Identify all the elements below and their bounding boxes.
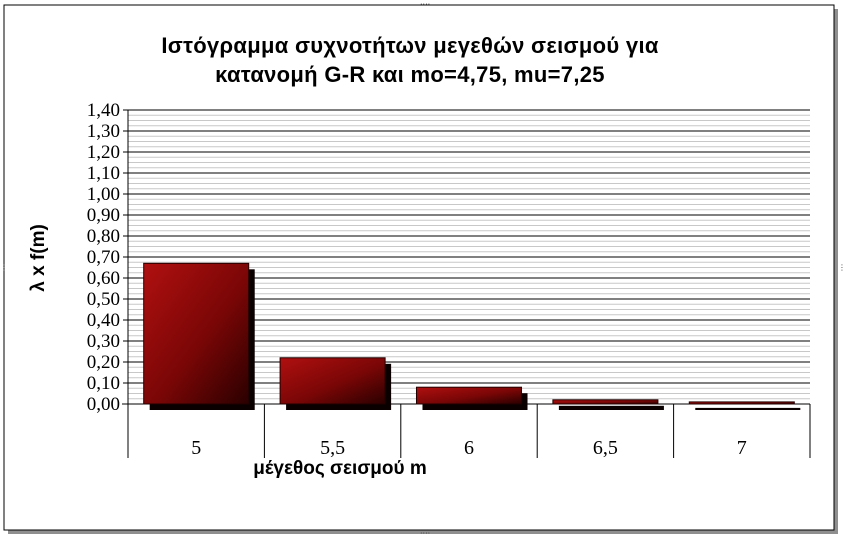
bar-face bbox=[552, 399, 659, 405]
bar-depth bbox=[558, 405, 664, 410]
y-tick-label: 0,20 bbox=[87, 352, 120, 373]
bar bbox=[279, 357, 392, 410]
y-tick-label: 0,00 bbox=[87, 394, 120, 415]
y-tick-label: 1,40 bbox=[87, 100, 120, 121]
chart-title-line-1: Ιστόγραμμα συχνοτήτων μεγεθών σεισμού γι… bbox=[161, 33, 659, 58]
y-tick-label: 0,10 bbox=[87, 373, 120, 394]
y-tick-label: 1,10 bbox=[87, 163, 120, 184]
bar bbox=[688, 401, 801, 410]
bar-face bbox=[279, 357, 386, 405]
y-tick-label: 0,60 bbox=[87, 268, 120, 289]
y-tick-label: 0,30 bbox=[87, 331, 120, 352]
y-tick-label: 1,00 bbox=[87, 184, 120, 205]
y-tick-label: 0,70 bbox=[87, 247, 120, 268]
bar-depth bbox=[695, 407, 801, 410]
x-tick-label: 6,5 bbox=[593, 437, 618, 459]
bar bbox=[415, 386, 528, 410]
x-tick-label: 5,5 bbox=[320, 437, 345, 459]
y-tick-label: 1,20 bbox=[87, 142, 120, 163]
x-tick-label: 6 bbox=[464, 437, 474, 459]
bar-face bbox=[143, 262, 250, 405]
bar-face bbox=[688, 401, 795, 405]
bars bbox=[143, 262, 801, 410]
chart-title-line-2: κατανομή G-R και mo=4,75, mu=7,25 bbox=[215, 62, 605, 87]
bar bbox=[552, 399, 664, 410]
y-tick-label: 0,80 bbox=[87, 226, 120, 247]
svg-text:⋮: ⋮ bbox=[0, 263, 8, 272]
y-tick-label: 0,40 bbox=[87, 310, 120, 331]
y-tick-label: 0,50 bbox=[87, 289, 120, 310]
y-axis-label: λ x f(m) bbox=[28, 224, 49, 292]
y-tick-labels: 0,000,100,200,300,400,500,600,700,800,90… bbox=[87, 100, 128, 415]
x-axis-label: μέγεθος σεισμού m bbox=[253, 458, 427, 479]
y-tick-label: 0,90 bbox=[87, 205, 120, 226]
svg-text:⋮: ⋮ bbox=[838, 263, 845, 272]
bar-face bbox=[415, 386, 523, 405]
x-tick-label: 5 bbox=[191, 437, 201, 459]
y-tick-label: 1,30 bbox=[87, 121, 120, 142]
x-tick-label: 7 bbox=[737, 437, 747, 459]
svg-text:····: ···· bbox=[420, 0, 430, 9]
bar bbox=[143, 262, 255, 410]
svg-text:····: ···· bbox=[420, 529, 430, 537]
x-tick-labels: 5 5,5 6 6,5 7 bbox=[191, 437, 747, 459]
